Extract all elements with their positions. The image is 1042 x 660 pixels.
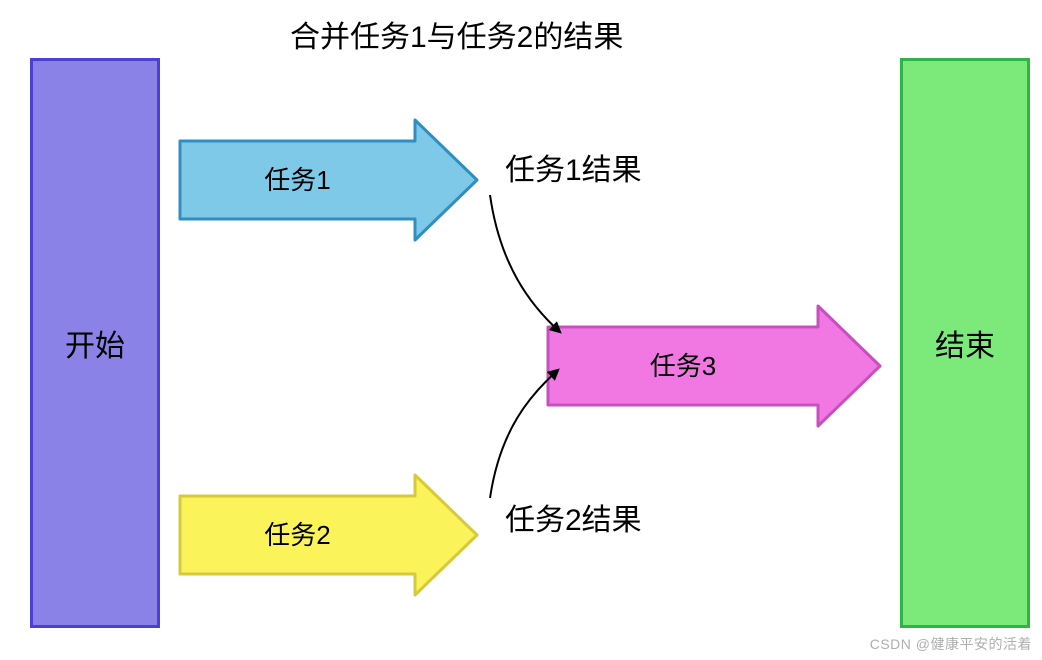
start-box-label: 开始: [65, 321, 125, 365]
watermark-text: CSDN @健康平安的活着: [870, 634, 1032, 654]
task2-arrow: [177, 472, 480, 598]
task3-arrow: [545, 303, 883, 429]
end-box: 结束: [900, 58, 1030, 628]
start-box: 开始: [30, 58, 160, 628]
diagram-canvas: 合并任务1与任务2的结果 开始 结束 任务1 任务2 任务3 任务1结果 任务2…: [0, 0, 1042, 660]
task2-result-label: 任务2结果: [505, 495, 642, 539]
diagram-title: 合并任务1与任务2的结果: [290, 12, 623, 56]
end-box-label: 结束: [935, 321, 995, 365]
task1-arrow: [177, 117, 480, 243]
task1-result-label: 任务1结果: [505, 145, 642, 189]
